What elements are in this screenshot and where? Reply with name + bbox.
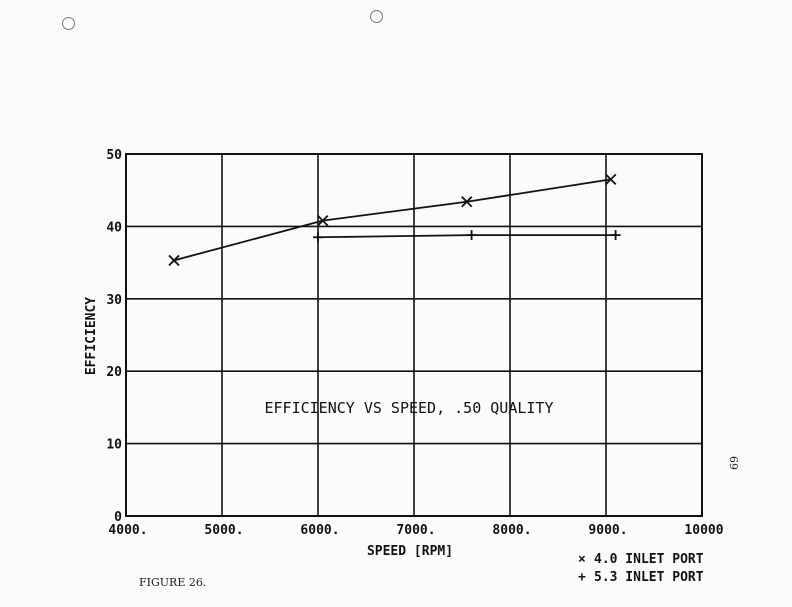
series-line [173,178,611,262]
x-tick-labels: 4000. 5000. 6000. 7000. 8000. 9000. 10000 [108,523,723,538]
legend-label: 5.3 INLET PORT [594,570,704,585]
data-point-x-marker [605,173,617,185]
legend-x-marker: × [578,552,586,567]
chart-annotation: EFFICIENCY VS SPEED, .50 QUALITY [265,399,554,417]
series-2 [313,230,621,243]
series-1 [168,173,617,267]
punch-hole-left [62,17,75,30]
legend: × 4.0 INLET PORT + 5.3 INLET PORT [578,552,704,585]
figure-caption: FIGURE 26. [139,576,207,589]
legend-label: 4.0 INLET PORT [594,552,704,567]
page-number: 69 [728,456,741,470]
x-axis-label: SPEED [RPM] [367,544,453,559]
grid-lines [126,154,702,516]
x-tick-label: 10000 [684,523,723,538]
data-point-x-marker [168,254,180,267]
data-point-plus-marker [466,230,477,241]
data-point-plus-marker [610,230,621,241]
x-tick-label: 5000. [204,523,243,538]
x-tick-label: 4000. [108,523,147,538]
y-tick-label: 40 [106,220,122,235]
y-tick-label: 50 [106,148,122,163]
x-tick-label: 8000. [492,523,531,538]
y-tick-label: 20 [106,365,122,380]
y-axis-label: EFFICIENCY [84,297,99,375]
y-tick-label: 0 [114,510,122,525]
legend-plus-marker: + [578,570,586,585]
legend-entry: +5.3 INLET PORT [578,570,704,585]
y-tick-label: 30 [106,293,122,308]
x-tick-label: 9000. [588,523,627,538]
x-tick-label: 6000. [300,523,339,538]
x-tick-label: 7000. [396,523,435,538]
y-tick-labels: 0 10 20 30 40 50 [106,148,122,525]
legend-entry: × 4.0 INLET PORT [578,552,704,567]
punch-hole-center [370,10,383,23]
data-point-x-marker [461,196,473,208]
plot-frame [125,153,703,517]
series-layer [168,173,621,267]
data-point-plus-marker [313,232,323,243]
y-tick-label: 10 [106,438,122,453]
data-point-x-marker [317,214,329,227]
